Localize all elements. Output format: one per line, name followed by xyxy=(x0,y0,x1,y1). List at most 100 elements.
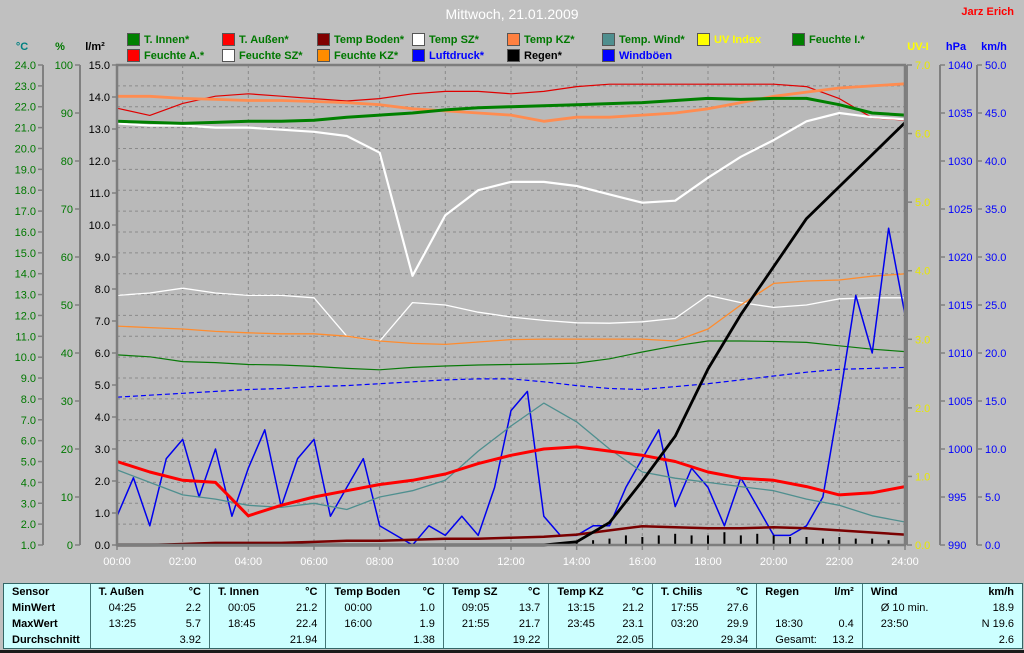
legend-label: T. Innen* xyxy=(144,33,190,46)
lm2-tick-label: 14.0 xyxy=(89,92,110,104)
table-row-label: Durchschnitt xyxy=(12,634,80,646)
lm2-tick-label: 7.0 xyxy=(95,316,110,328)
legend-item-feuchte-kz: Feuchte KZ* xyxy=(317,49,398,62)
legend-item-windboeen: Windböen xyxy=(602,49,672,62)
lm2-tick-label: 10.0 xyxy=(89,220,110,232)
hpa-tick-label: 1030 xyxy=(948,156,972,168)
table-min-cell: Ø 10 min. 18.9 xyxy=(880,602,1014,614)
legend-label: Feuchte KZ* xyxy=(334,49,399,62)
lm2-tick-label: 13.0 xyxy=(89,124,110,136)
hpa-tick-label: 1040 xyxy=(948,60,972,72)
hpa-tick-label: 1005 xyxy=(948,396,972,408)
x-tick-label: 24:00 xyxy=(891,556,919,568)
table-avg-cell: Gesamt: 13.2 xyxy=(775,634,854,646)
uv-index-color-swatch-icon xyxy=(697,33,710,46)
percent-tick-label: 20 xyxy=(61,444,73,456)
feuchte-i-color-swatch-icon xyxy=(792,33,805,46)
table-max-cell: 16:00 1.9 xyxy=(344,618,435,630)
celsius-tick-label: 1.0 xyxy=(21,540,36,552)
x-tick-label: 02:00 xyxy=(169,556,197,568)
x-tick-label: 14:00 xyxy=(563,556,591,568)
celsius-tick-label: 14.0 xyxy=(15,269,36,281)
legend-label: Feuchte SZ* xyxy=(239,49,303,62)
celsius-tick-label: 10.0 xyxy=(15,352,36,364)
lm2-tick-label: 0.0 xyxy=(95,540,110,552)
series-temp-kz xyxy=(117,82,906,123)
table-row-label: MaxWert xyxy=(12,618,58,630)
legend-label: UV Index xyxy=(714,33,762,46)
series-temp-sz xyxy=(116,111,906,277)
t-innen-color-swatch-icon xyxy=(127,33,140,46)
table-avg-cell: 29.34 xyxy=(720,634,749,646)
x-tick-label: 20:00 xyxy=(760,556,788,568)
lm2-tick-label: 11.0 xyxy=(89,188,110,200)
table-min-cell: 04:25 2.2 xyxy=(108,602,201,614)
x-tick-label: 22:00 xyxy=(826,556,854,568)
feuchte-kz-color-swatch-icon xyxy=(317,49,330,62)
table-column-temp-sz: Temp SZ °C 09:05 13.7 21:55 21.7 19.22 xyxy=(444,584,550,648)
y-axis-celsius: 24.0 23.0 22.0 21.0 20.0 19.0 18.0 17.0 16.0 15.0… xyxy=(15,60,44,552)
x-tick-label: 06:00 xyxy=(300,556,328,568)
legend-item-regen: Regen* xyxy=(507,49,562,62)
celsius-tick-label: 15.0 xyxy=(15,248,36,260)
windboeen-color-swatch-icon xyxy=(602,49,615,62)
temp-wind-color-swatch-icon xyxy=(602,33,615,46)
lm2-tick-label: 12.0 xyxy=(89,156,110,168)
temp-kz-color-swatch-icon xyxy=(507,33,520,46)
feuchte-a-color-swatch-icon xyxy=(127,49,140,62)
percent-tick-label: 10 xyxy=(61,492,73,504)
percent-tick-label: 30 xyxy=(61,396,73,408)
percent-tick-label: 70 xyxy=(61,204,73,216)
kmh-tick-label: 40.0 xyxy=(985,156,1006,168)
table-row-label: MinWert xyxy=(12,602,56,614)
legend-label: Luftdruck* xyxy=(429,49,484,62)
kmh-tick-label: 35.0 xyxy=(985,204,1006,216)
x-tick-label: 04:00 xyxy=(235,556,263,568)
uv-tick-label: 2.0 xyxy=(915,403,930,415)
percent-tick-label: 100 xyxy=(55,60,73,72)
table-max-cell: 21:55 21.7 xyxy=(461,618,541,630)
table-header-cell: Temp Boden °C xyxy=(334,586,435,598)
series-feuchte-i xyxy=(116,340,906,371)
table-min-cell xyxy=(757,600,861,616)
legend-item-temp-sz: Temp SZ* xyxy=(412,33,479,46)
table-avg-cell: 3.92 xyxy=(179,634,201,646)
y-axis-hpa: 1040 1035 1030 1025 1020 1015 1010 1005 1000 995 9… xyxy=(939,60,972,552)
legend-label: Temp Boden* xyxy=(334,33,405,46)
celsius-tick-label: 20.0 xyxy=(15,143,36,155)
celsius-tick-label: 24.0 xyxy=(15,60,36,72)
plot-border xyxy=(115,63,907,547)
percent-tick-label: 50 xyxy=(61,300,73,312)
y-axis-kmh: 50.0 45.0 40.0 35.0 30.0 25.0 20.0 15.0 10.0 5.0 0… xyxy=(976,60,1006,552)
table-header-cell: T. Innen °C xyxy=(217,586,318,598)
legend-label: Feuchte A.* xyxy=(144,49,205,62)
table-min-cell: 17:55 27.6 xyxy=(670,602,749,614)
celsius-tick-label: 21.0 xyxy=(15,123,36,135)
axis-header-uv: UV-I xyxy=(907,41,929,53)
legend-item-t-aussen: T. Außen* xyxy=(222,33,289,46)
kmh-tick-label: 25.0 xyxy=(985,300,1006,312)
legend-item-temp-kz: Temp KZ* xyxy=(507,33,575,46)
celsius-tick-label: 13.0 xyxy=(15,290,36,302)
uv-tick-label: 3.0 xyxy=(915,334,930,346)
x-axis: 00:00 02:00 04:00 06:00 08:00 10:00 12:00 14:00… xyxy=(103,545,919,568)
table-avg-cell: 21.94 xyxy=(289,634,318,646)
axis-header-percent: % xyxy=(55,41,65,53)
celsius-tick-label: 8.0 xyxy=(21,394,36,406)
feuchte-sz-color-swatch-icon xyxy=(222,49,235,62)
kmh-tick-label: 50.0 xyxy=(985,60,1006,72)
legend-label: Feuchte I.* xyxy=(809,33,865,46)
table-column-t-chilis: T. Chilis °C 17:55 27.6 03:20 29.9 29.34 xyxy=(653,584,758,648)
celsius-tick-label: 4.0 xyxy=(21,477,36,489)
celsius-tick-label: 16.0 xyxy=(15,227,36,239)
window-bottom-edge xyxy=(0,650,1024,653)
uv-tick-label: 1.0 xyxy=(915,471,930,483)
celsius-tick-label: 18.0 xyxy=(15,185,36,197)
hpa-tick-label: 1020 xyxy=(948,252,972,264)
table-min-cell: 13:15 21.2 xyxy=(567,602,644,614)
legend-label: Temp SZ* xyxy=(429,33,479,46)
lm2-tick-label: 8.0 xyxy=(95,284,110,296)
series-temp-boden xyxy=(117,524,906,547)
t-aussen-color-swatch-icon xyxy=(222,33,235,46)
